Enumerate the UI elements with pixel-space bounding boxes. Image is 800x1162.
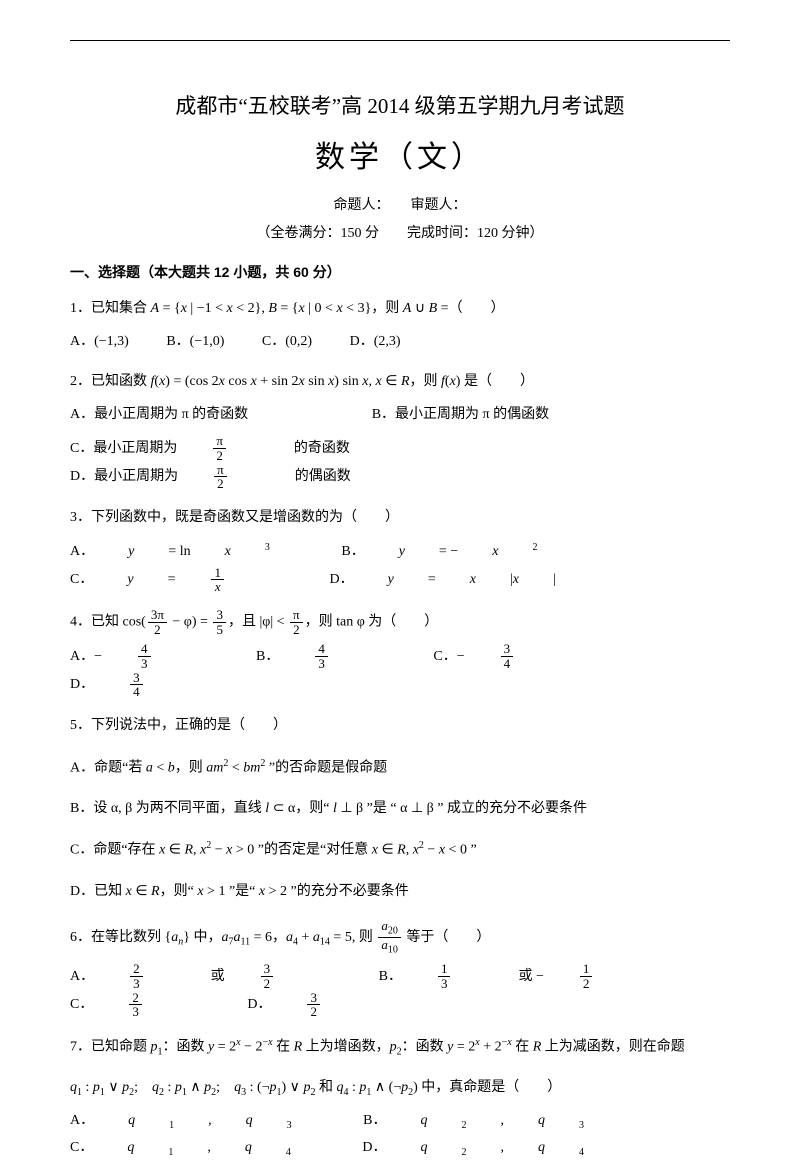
q7-opt-b: B．q2, q3 [363,1108,618,1135]
q6-opt-d: D．32 [247,991,388,1019]
q1-opt-c: C．(0,2) [262,329,312,356]
q3-opt-b: B．y = −x2 [341,538,571,566]
q3-opt-c: C．y = 1x [70,566,292,594]
q4-opt-a: A．−43 [70,642,219,670]
question-3-options: A．y = ln x3 B．y = −x2 C．y = 1x D．y = x|x… [70,538,730,595]
q6-opt-c: C．23 [70,991,210,1019]
q6-opt-b: B．13 或 −12 [379,962,661,990]
q2-opt-d: D．最小正周期为 π2 的偶函数 [70,463,385,491]
q4-opt-b: B．43 [256,642,396,670]
question-7-options: A．q1, q3 B．q2, q3 C．q1, q4 D．q2, q4 [70,1108,730,1162]
question-2-options-ab: A．最小正周期为 π 的奇函数 B．最小正周期为 π 的偶函数 [70,402,730,429]
q3-opt-d: D．y = x|x| [329,567,555,594]
q6-opt-a: A．23 或 32 [70,962,341,990]
q4-opt-d: D．34 [70,671,211,699]
q2-opt-c: C．最小正周期为 π2 的奇函数 [70,434,384,462]
score-time-line: （全卷满分：150 分 完成时间：120 分钟） [70,222,730,242]
question-6: 6．在等比数列 {an} 中，a7a11 = 6，a4 + a14 = 5, 则… [70,919,730,956]
top-rule [70,40,730,41]
question-7: 7．已知命题 p1：函数 y = 2x − 2−x 在 R 上为增函数，p2：函… [70,1033,730,1061]
question-7-line2: q1 : p1 ∨ p2; q2 : p1 ∧ p2; q3 : (¬p1) ∨… [70,1075,730,1102]
question-1: 1．已知集合 A = {x | −1 < x < 2}, B = {x | 0 … [70,296,730,323]
q2-opt-b: B．最小正周期为 π 的偶函数 [372,402,549,429]
question-2: 2．已知函数 f(x) = (cos 2x cos x + sin 2x sin… [70,369,730,396]
q5-opt-d: D．已知 x ∈ R，则“ x > 1 ”是“ x > 2 ”的充分不必要条件 [70,879,730,906]
question-2-options-cd: C．最小正周期为 π2 的奇函数 D．最小正周期为 π2 的偶函数 [70,434,730,491]
question-3: 3．下列函数中，既是奇函数又是增函数的为（ ） [70,505,730,532]
question-4-options: A．−43 B．43 C．−34 D．34 [70,642,730,699]
q5-opt-a: A．命题“若 a < b，则 am2 < bm2 ”的否命题是假命题 [70,754,730,782]
authors-line: 命题人： 审题人： [70,194,730,214]
q7-opt-d: D．q2, q4 [362,1135,618,1162]
question-1-options: A．(−1,3) B．(−1,0) C．(0,2) D．(2,3) [70,329,730,356]
q1-opt-a: A．(−1,3) [70,329,129,356]
q1-opt-d: D．(2,3) [350,329,401,356]
q7-opt-c: C．q1, q4 [70,1135,325,1162]
question-6-options: A．23 或 32 B．13 或 −12 C．23 D．32 [70,962,730,1019]
q5-opt-c: C．命题“存在 x ∈ R, x2 − x > 0 ”的否定是“对任意 x ∈ … [70,836,730,864]
q3-opt-a: A．y = ln x3 [70,538,304,566]
q7-opt-a: A．q1, q3 [70,1108,326,1135]
q5-opt-b: B．设 α, β 为两不同平面，直线 l ⊂ α，则“ l ⊥ β ”是 “ α… [70,796,730,823]
question-4: 4．已知 cos(3π2 − φ) = 35，且 |φ| < π2，则 tan … [70,608,730,636]
q2-opt-a: A．最小正周期为 π 的奇函数 [70,402,248,429]
question-5: 5．下列说法中，正确的是（ ） [70,713,730,740]
q1-opt-b: B．(−1,0) [166,329,224,356]
section-1-heading: 一、选择题（本大题共 12 小题，共 60 分） [70,262,730,282]
q4-opt-c: C．−34 [433,642,581,670]
exam-title: 成都市“五校联考”高 2014 级第五学期九月考试题 [70,90,730,120]
exam-subject: 数学（文） [70,132,730,176]
